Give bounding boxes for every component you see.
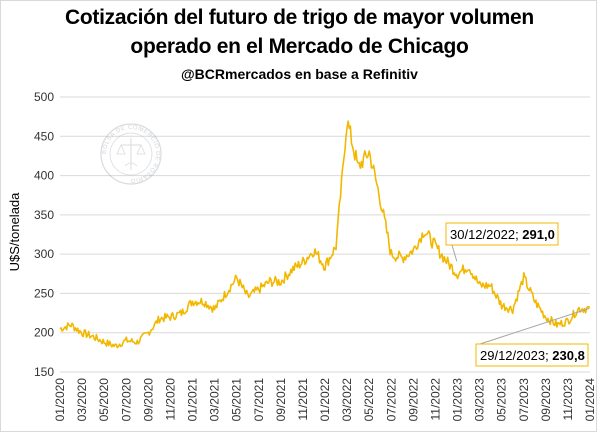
x-tick-label: 01/2024 — [583, 378, 597, 422]
x-tick-label: 05/2021 — [230, 378, 244, 422]
y-tick-label: 150 — [34, 365, 54, 379]
x-tick-label: 01/2021 — [186, 378, 200, 422]
x-tick-label: 03/2023 — [473, 378, 487, 422]
x-tick-label: 01/2022 — [318, 378, 332, 422]
x-tick-label: 07/2023 — [517, 378, 531, 422]
y-tick-label: 450 — [34, 129, 54, 143]
price-series-line — [59, 120, 591, 349]
annotation-box — [445, 222, 559, 246]
bcr-seal-watermark: BOLSA DE COMERCIO DE ROSARIO — [100, 123, 162, 185]
y-tick-label: 400 — [34, 169, 54, 183]
x-tick-label: 11/2021 — [296, 378, 310, 421]
y-tick-label: 200 — [34, 326, 54, 340]
y-tick-label: 250 — [34, 286, 54, 300]
x-tick-label: 11/2023 — [561, 378, 575, 421]
annotation-leader — [479, 308, 590, 345]
x-tick-label: 01/2020 — [53, 378, 67, 422]
x-tick-label: 05/2022 — [362, 378, 376, 422]
x-tick-label: 05/2023 — [495, 378, 509, 422]
x-tick-label: 07/2022 — [384, 378, 398, 422]
annotation-label: 29/12/2023; 230,8 — [480, 348, 585, 363]
y-tick-label: 350 — [34, 208, 54, 222]
x-tick-label: 07/2021 — [252, 378, 266, 422]
y-tick-label: 500 — [34, 90, 54, 104]
x-tick-label: 09/2022 — [406, 378, 420, 422]
x-tick-label: 09/2023 — [539, 378, 553, 422]
x-tick-label: 05/2020 — [97, 378, 111, 422]
annotation-leader — [451, 244, 458, 262]
x-tick-labels: 01/2020 03/2020 05/2020 07/2020 09/2020 11/20… — [53, 378, 597, 422]
x-tick-label: 11/2020 — [163, 378, 177, 421]
y-tick-label: 300 — [34, 247, 54, 261]
x-tick-label: 01/2023 — [451, 378, 465, 422]
x-tick-label: 03/2020 — [75, 378, 89, 422]
grid-lines — [60, 96, 590, 373]
x-tick-label: 07/2020 — [119, 378, 133, 422]
annotations: 30/12/2022; 291,0 29/12/2023; 230,8 — [445, 222, 590, 367]
annotation-label: 30/12/2022; 291,0 — [450, 227, 555, 242]
chart-title-line2: operado en el Mercado de Chicago — [130, 35, 469, 58]
x-tick-label: 11/2022 — [428, 378, 442, 421]
y-axis-label: U$S/tonelada — [7, 192, 22, 272]
x-tick-label: 03/2021 — [208, 378, 222, 422]
chart-subtitle: @BCRmercados en base a Refinitiv — [181, 66, 418, 82]
x-tick-label: 03/2022 — [340, 378, 354, 422]
chart-title-line1: Cotización del futuro de trigo de mayor … — [65, 6, 534, 29]
y-tick-labels: 150 200 250 300 350 400 450 500 — [34, 90, 54, 379]
x-tick-label: 09/2020 — [141, 378, 155, 422]
x-tick-label: 09/2021 — [274, 378, 288, 422]
annotation-box — [475, 343, 589, 367]
